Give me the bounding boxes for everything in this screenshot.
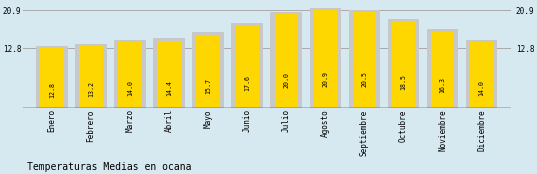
Bar [309, 8, 341, 108]
Bar [40, 48, 64, 108]
Bar [236, 26, 259, 108]
Bar [192, 32, 224, 108]
Bar [114, 40, 146, 108]
Text: 13.2: 13.2 [88, 81, 94, 97]
Text: Temperaturas Medias en ocana: Temperaturas Medias en ocana [27, 162, 191, 172]
Bar [427, 29, 459, 108]
Bar [388, 19, 419, 108]
Bar [153, 38, 185, 108]
Text: 12.8: 12.8 [49, 82, 55, 98]
Bar [231, 23, 263, 108]
Text: 15.7: 15.7 [205, 78, 211, 94]
Bar [75, 44, 107, 108]
Bar [466, 40, 497, 108]
Text: 16.3: 16.3 [439, 77, 446, 93]
Text: 17.6: 17.6 [244, 75, 250, 91]
Bar [197, 35, 220, 108]
Text: 20.5: 20.5 [361, 71, 367, 87]
Bar [470, 42, 494, 108]
Bar [353, 12, 376, 108]
Bar [118, 42, 142, 108]
Text: 14.4: 14.4 [166, 80, 172, 96]
Text: 20.0: 20.0 [284, 72, 289, 88]
Bar [79, 46, 103, 108]
Bar [314, 10, 337, 108]
Bar [392, 21, 415, 108]
Bar [431, 32, 454, 108]
Text: 18.5: 18.5 [401, 74, 407, 90]
Bar [274, 14, 298, 108]
Bar [36, 46, 68, 108]
Bar [271, 12, 302, 108]
Text: 14.0: 14.0 [478, 80, 484, 96]
Bar [157, 41, 181, 108]
Bar [349, 10, 380, 108]
Text: 14.0: 14.0 [127, 80, 133, 96]
Text: 20.9: 20.9 [322, 71, 328, 87]
